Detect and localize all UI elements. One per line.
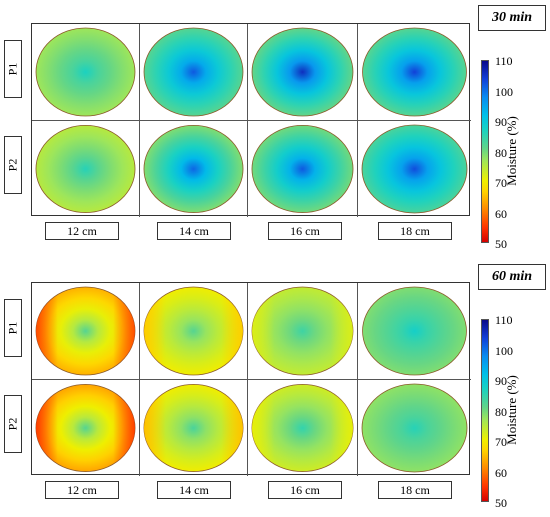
column-label-14cm: 14 cm [157,222,231,240]
heatmap-cell [358,121,471,217]
heatmap-cell [248,283,358,380]
colorbar-tick: 80 [495,146,507,160]
colorbar-tick: 90 [495,374,507,388]
heatmap-cell [358,283,471,380]
colorbar-tick: 110 [495,313,513,327]
moisture-disc [143,286,244,376]
heatmap-cell [248,380,358,476]
row-label-p1: P1 [4,299,22,357]
moisture-disc [35,125,136,213]
time-label: 60 min [478,264,546,290]
column-label-12cm: 12 cm [45,222,119,240]
moisture-disc [251,125,354,213]
colorbar-tick: 60 [495,466,507,480]
moisture-disc [143,125,244,213]
heatmap-cell [140,121,248,217]
row-label-p2: P2 [4,136,22,194]
colorbar-tick: 90 [495,115,507,129]
row-label-p2: P2 [4,395,22,453]
colorbar-tick: 70 [495,435,507,449]
colorbar-title: Moisture (%) [504,375,519,445]
colorbar-tick: 70 [495,176,507,190]
heatmap-cell [140,380,248,476]
heatmap-cell [358,24,471,121]
heatmap-cell [140,283,248,380]
colorbar [481,319,489,502]
moisture-disc [251,27,354,117]
moisture-disc [361,383,468,473]
moisture-disc [361,124,468,214]
heatmap-panel-30min: 30 min P1 P2 12 cm 14 cm 16 cm 18 cm 50 … [0,0,550,258]
colorbar-tick: 50 [495,237,507,251]
moisture-disc [143,384,244,472]
moisture-disc [251,286,354,376]
heatmap-grid [31,23,471,217]
column-label-12cm: 12 cm [45,481,119,499]
moisture-disc [35,27,136,117]
column-label-18cm: 18 cm [378,222,452,240]
column-label-18cm: 18 cm [378,481,452,499]
heatmap-cell [32,283,140,380]
colorbar-tick: 100 [495,85,513,99]
heatmap-cell [140,24,248,121]
heatmap-panel-60min: 60 min P1 P2 12 cm 14 cm 16 cm 18 cm 50 … [0,259,550,517]
heatmap-cell [248,24,358,121]
moisture-disc [251,384,354,472]
colorbar-tick: 100 [495,344,513,358]
colorbar-tick: 110 [495,54,513,68]
column-label-16cm: 16 cm [268,481,342,499]
time-label: 30 min [478,5,546,31]
moisture-disc [143,27,244,117]
heatmap-cell [358,380,471,476]
heatmap-grid [31,282,471,476]
colorbar-tick: 80 [495,405,507,419]
colorbar [481,60,489,243]
heatmap-cell [248,121,358,217]
colorbar-title: Moisture (%) [504,116,519,186]
moisture-disc [362,286,467,376]
colorbar-tick: 50 [495,496,507,510]
heatmap-cell [32,24,140,121]
colorbar-tick: 60 [495,207,507,221]
moisture-disc [362,27,467,117]
heatmap-cell [32,121,140,217]
moisture-disc [35,384,136,472]
heatmap-cell [32,380,140,476]
column-label-16cm: 16 cm [268,222,342,240]
column-label-14cm: 14 cm [157,481,231,499]
moisture-disc [35,286,136,376]
row-label-p1: P1 [4,40,22,98]
